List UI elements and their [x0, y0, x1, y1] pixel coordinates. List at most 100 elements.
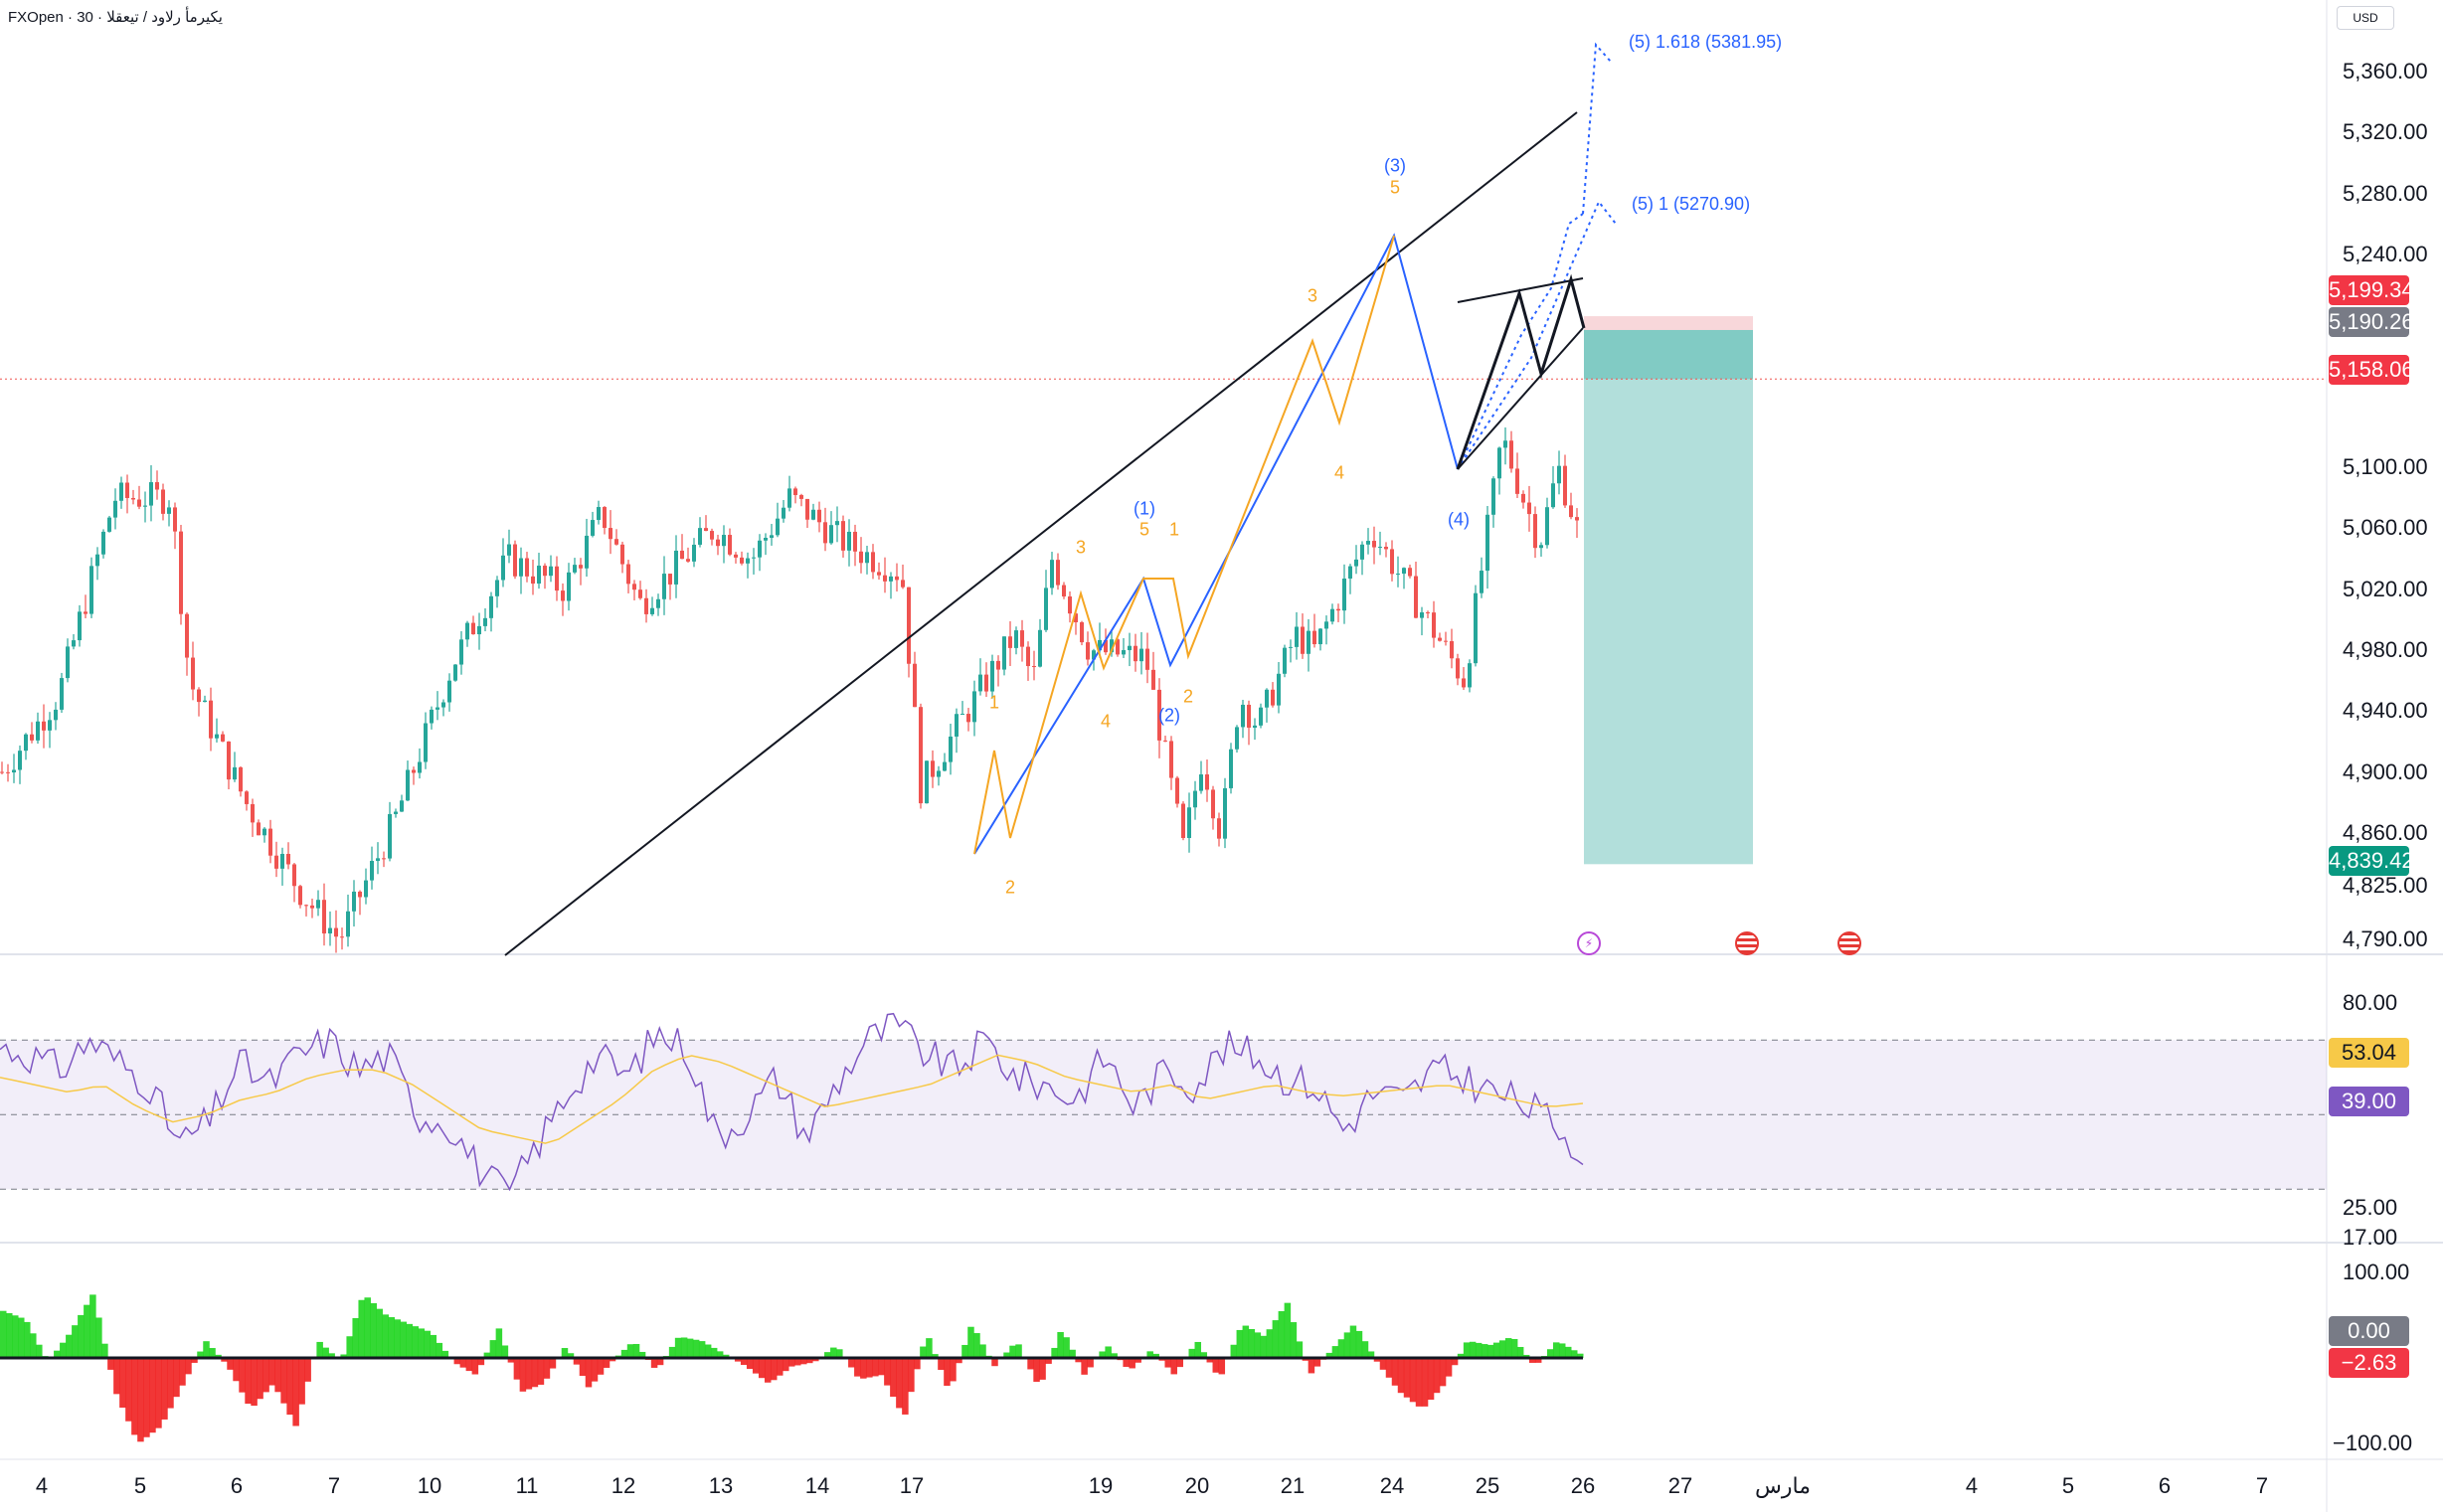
osc-bar — [227, 1358, 234, 1370]
candle-body — [60, 678, 64, 710]
candle-body — [1330, 608, 1334, 622]
osc-bar — [185, 1358, 192, 1375]
candle-body — [459, 639, 463, 665]
candle-body — [537, 566, 541, 585]
candle-body — [430, 709, 434, 724]
earnings-event-icon[interactable]: ⚡ — [1577, 931, 1601, 955]
osc-bar — [60, 1342, 67, 1358]
osc-bar — [221, 1358, 228, 1362]
osc-bar — [650, 1358, 658, 1368]
osc-bar — [376, 1308, 383, 1358]
osc-bar — [268, 1358, 275, 1386]
osc-bar — [692, 1339, 700, 1358]
stop-loss-zone — [1584, 316, 1753, 330]
osc-bar — [322, 1347, 329, 1358]
candle-body — [1575, 517, 1579, 521]
candle-body — [1265, 689, 1269, 708]
us-flag-icon[interactable] — [1735, 931, 1759, 955]
candle-body — [1014, 630, 1018, 648]
osc-bar — [1522, 1354, 1530, 1358]
candle-body — [1163, 740, 1167, 742]
candle-body — [1384, 547, 1388, 550]
osc-bar — [1123, 1358, 1130, 1367]
osc-bar — [298, 1358, 305, 1405]
osc-bar — [686, 1338, 694, 1358]
candle-body — [89, 566, 93, 614]
candle-body — [1074, 613, 1078, 622]
candle-body — [943, 761, 947, 771]
candle-body — [1426, 612, 1430, 614]
candle-body — [1241, 704, 1245, 728]
candle-body — [614, 539, 618, 545]
candle-body — [1110, 639, 1114, 653]
price-tick-label: 5,240.00 — [2343, 241, 2428, 266]
osc-bar — [18, 1317, 25, 1358]
osc-bar — [137, 1358, 144, 1442]
osc-bar — [561, 1348, 569, 1358]
osc-bar — [722, 1354, 730, 1358]
candle-body — [298, 886, 302, 906]
osc-bar — [436, 1342, 443, 1358]
candle-body — [424, 723, 428, 762]
candle-body — [501, 555, 505, 581]
osc-bar — [215, 1354, 222, 1358]
osc-bar — [1379, 1358, 1387, 1370]
osc-bar — [6, 1312, 13, 1358]
candle-body — [680, 550, 684, 560]
osc-bar — [304, 1358, 311, 1382]
candle-body — [1354, 559, 1358, 567]
osc-bar — [1498, 1340, 1506, 1358]
candle-body — [24, 734, 28, 752]
wedge-lower-line — [1457, 327, 1584, 470]
time-tick-label: 6 — [2158, 1473, 2172, 1498]
candle-body — [1408, 568, 1412, 577]
candle-body — [304, 905, 308, 907]
osc-bar — [400, 1321, 408, 1358]
candle-body — [632, 584, 636, 590]
osc-bar — [1230, 1344, 1238, 1358]
osc-bar — [209, 1348, 216, 1358]
candle-body — [1444, 640, 1448, 642]
osc-bar — [1534, 1358, 1542, 1363]
osc-bar — [698, 1341, 706, 1358]
currency-button[interactable]: USD — [2337, 6, 2394, 30]
time-tick-label: 26 — [1570, 1473, 1596, 1498]
candle-body — [1151, 669, 1155, 690]
osc-bar — [513, 1358, 521, 1380]
candle-body — [1038, 629, 1042, 667]
wave-label-o3a: 3 — [1075, 537, 1087, 558]
candle-body — [72, 640, 76, 647]
symbol-title[interactable]: FXOpen · 30 · يكيرمأ رلاود / تيعقلا — [8, 9, 223, 26]
candle-body — [394, 811, 398, 814]
osc-bar — [890, 1358, 897, 1398]
candle-body — [1068, 596, 1072, 614]
osc-bar — [1558, 1343, 1566, 1358]
osc-bar — [1170, 1358, 1177, 1375]
candle-body — [931, 760, 935, 777]
candle-body — [704, 528, 708, 532]
candle-body — [1456, 658, 1460, 679]
osc-bar — [507, 1358, 515, 1363]
osc-value-badge: −2.63 — [2329, 1348, 2409, 1378]
time-tick-label: 20 — [1184, 1473, 1210, 1498]
osc-bar — [155, 1358, 162, 1428]
position-tool — [0, 316, 2327, 865]
osc-bar — [1361, 1341, 1369, 1358]
candle-body — [561, 590, 565, 601]
osc-bar — [1463, 1342, 1471, 1358]
osc-bar — [352, 1317, 359, 1358]
time-tick-label: 27 — [1667, 1473, 1693, 1498]
osc-bar — [878, 1358, 885, 1376]
candle-body — [990, 660, 994, 692]
osc-bar — [920, 1346, 927, 1358]
osc-bar — [495, 1328, 503, 1358]
candle-body — [811, 509, 815, 520]
candle-body — [937, 770, 941, 777]
osc-bar — [1325, 1352, 1333, 1358]
candle-body — [585, 535, 589, 569]
candle-body — [406, 769, 410, 801]
us-flag-icon[interactable] — [1837, 931, 1861, 955]
candle-body — [137, 499, 141, 507]
